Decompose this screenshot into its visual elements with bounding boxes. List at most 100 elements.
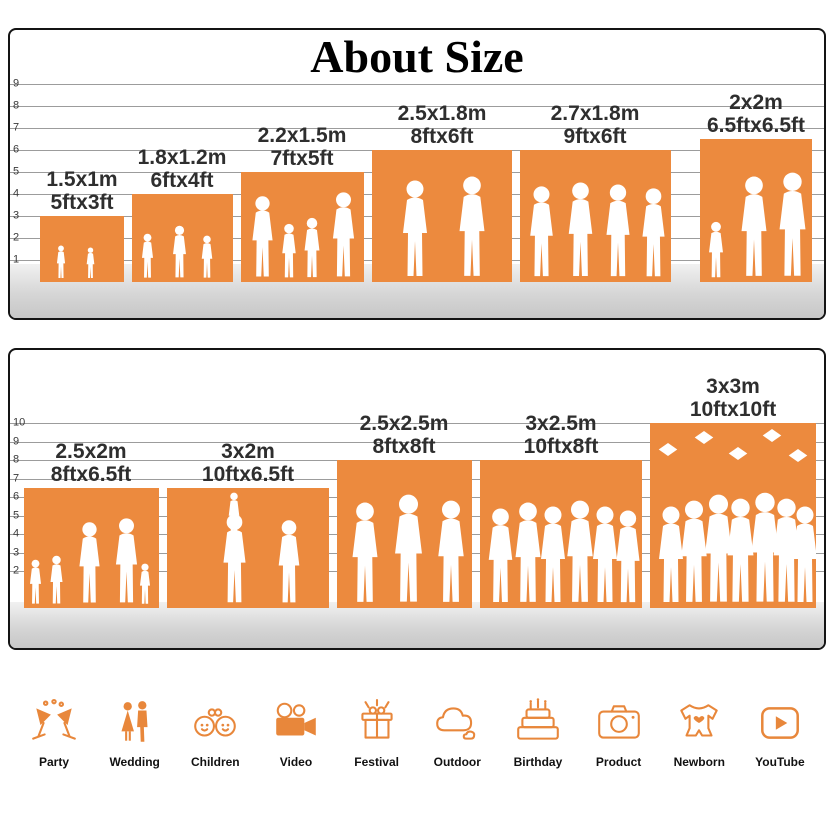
size-feet: 10ftx6.5ft [201,463,295,486]
category-label: Product [595,755,642,769]
category-newborn: Newborn [661,698,737,769]
category-birthday: Birthday [500,698,576,769]
size-panel-small: About Size 9 8 7 6 5 4 3 2 1 1.5x1m 5ftx… [8,28,826,320]
size-bar [337,460,472,608]
ruler-number: 8 [13,453,20,466]
category-product: Product [581,698,657,769]
ruler-number: 3 [13,209,20,222]
youtube-icon [760,707,799,739]
page-title: About Size [310,31,524,82]
category-label: Newborn [673,755,725,769]
size-meters: 2.5x1.8m [397,102,487,125]
size-label: 2.2x1.5m 7ftx5ft [258,124,347,170]
gridline [10,442,824,443]
people-silhouette [141,225,213,278]
size-bar [520,150,671,282]
size-label: 1.5x1m 5ftx3ft [46,168,117,214]
gridline [10,84,824,85]
size-feet: 8ftx8ft [372,435,436,458]
size-bar [372,150,512,282]
size-label: 3x2.5m 10ftx8ft [524,412,599,458]
ruler-number: 6 [13,490,20,503]
category-video: Video [258,698,334,769]
people-silhouette [223,492,300,603]
ruler-number: 3 [13,546,20,559]
size-bar [241,172,364,282]
size-meters: 2.2x1.5m [257,124,347,147]
size-meters: 1.5x1m [46,168,118,191]
size-feet: 10ftx10ft [689,398,777,421]
gridline [10,423,824,424]
people-silhouette [252,192,355,278]
size-feet: 8ftx6.5ft [50,463,132,486]
ruler-number: 8 [13,99,20,112]
size-label: 2.5x2m 8ftx6.5ft [51,440,132,486]
newborn-icon [680,704,718,737]
size-label: 3x2m 10ftx6.5ft [202,440,294,486]
size-bar [650,423,816,608]
category-row: Party Wedding [16,698,818,769]
category-outdoor: Outdoor [419,698,495,769]
ruler-number: 2 [13,564,20,577]
size-bar [480,460,642,608]
size-bar [40,216,124,282]
size-feet: 7ftx5ft [270,147,334,170]
size-feet: 6.5ftx6.5ft [706,114,806,137]
category-label: Birthday [513,755,563,769]
ruler-number: 4 [13,527,20,540]
ruler-number: 5 [13,165,20,178]
category-festival: Festival [339,698,415,769]
size-feet: 10ftx8ft [523,435,599,458]
ruler-number: 10 [13,416,26,429]
ruler-number: 4 [13,187,20,200]
ruler-number: 5 [13,509,20,522]
outdoor-icon [436,707,476,740]
size-meters: 3x3m [706,375,760,398]
category-label: YouTube [755,755,805,769]
size-bar [700,139,812,282]
people-silhouette [530,182,665,277]
size-panel-large: 10 9 8 7 6 5 4 3 2 2.5x2m 8ftx6.5ft 3x2m… [8,348,826,650]
category-label: Party [38,755,70,769]
size-meters: 2x2m [729,91,783,114]
ground-strip [10,602,824,648]
ruler-number: 6 [13,143,20,156]
ruler-number: 7 [13,472,20,485]
category-label: Children [190,755,240,769]
gridline [10,128,824,129]
size-meters: 3x2.5m [525,412,597,435]
size-label: 1.8x1.2m 6ftx4ft [138,146,227,192]
category-label: Festival [354,755,399,769]
size-label: 2x2m 6.5ftx6.5ft [707,91,805,137]
people-silhouette [56,245,95,279]
video-icon [276,702,316,736]
size-label: 2.5x1.8m 8ftx6ft [398,102,487,148]
size-meters: 3x2m [221,440,275,463]
people-silhouette [658,429,816,602]
category-label: Video [279,755,313,769]
ruler-number: 9 [13,435,20,448]
size-bar [132,194,233,282]
product-icon [597,705,640,739]
festival-icon [361,699,393,739]
size-meters: 2.7x1.8m [550,102,640,125]
size-meters: 1.8x1.2m [137,146,227,169]
gridline [10,106,824,107]
ruler-number: 2 [13,231,20,244]
ruler-number: 7 [13,121,20,134]
size-bar [167,488,329,608]
ruler-number: 1 [13,253,20,266]
size-feet: 6ftx4ft [150,169,214,192]
size-feet: 9ftx6ft [563,125,627,148]
category-party: Party [16,698,92,769]
size-feet: 5ftx3ft [50,191,114,214]
people-silhouette [29,518,151,604]
size-label: 2.7x1.8m 9ftx6ft [551,102,640,148]
category-youtube: YouTube [742,698,818,769]
size-label: 2.5x2.5m 8ftx8ft [360,412,449,458]
party-icon [32,698,76,740]
size-meters: 2.5x2.5m [359,412,449,435]
category-children: Children [177,698,253,769]
category-label: Wedding [109,755,160,769]
category-label: Outdoor [433,755,481,769]
